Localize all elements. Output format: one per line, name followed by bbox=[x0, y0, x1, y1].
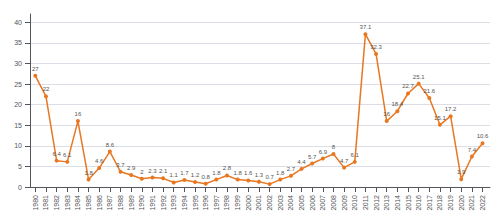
svg-text:4.4: 4.4 bbox=[297, 159, 306, 165]
svg-text:2: 2 bbox=[140, 169, 144, 175]
svg-text:1.1: 1.1 bbox=[170, 172, 179, 178]
svg-text:1.3: 1.3 bbox=[255, 172, 264, 178]
svg-text:2010: 2010 bbox=[351, 195, 358, 211]
svg-text:4.6: 4.6 bbox=[95, 158, 104, 164]
svg-text:8: 8 bbox=[332, 144, 336, 150]
svg-text:6.9: 6.9 bbox=[319, 149, 328, 155]
svg-text:2017: 2017 bbox=[426, 195, 433, 211]
svg-text:2022: 2022 bbox=[479, 195, 486, 211]
svg-text:2012: 2012 bbox=[373, 195, 380, 211]
svg-text:6.4: 6.4 bbox=[52, 151, 61, 157]
svg-text:1.8: 1.8 bbox=[276, 170, 285, 176]
svg-text:2015: 2015 bbox=[405, 195, 412, 211]
svg-text:1.7: 1.7 bbox=[180, 170, 189, 176]
svg-text:1982: 1982 bbox=[53, 195, 60, 211]
svg-text:15.1: 15.1 bbox=[434, 115, 446, 121]
svg-text:1999: 1999 bbox=[234, 195, 241, 211]
svg-text:2016: 2016 bbox=[415, 195, 422, 211]
svg-text:2.3: 2.3 bbox=[148, 168, 157, 174]
svg-text:2011: 2011 bbox=[362, 195, 369, 210]
svg-text:1980: 1980 bbox=[32, 195, 39, 211]
svg-text:5: 5 bbox=[18, 163, 22, 170]
svg-text:6.1: 6.1 bbox=[63, 152, 72, 158]
svg-text:0: 0 bbox=[18, 184, 22, 191]
svg-text:2.1: 2.1 bbox=[159, 168, 168, 174]
svg-text:1989: 1989 bbox=[128, 195, 135, 211]
svg-text:27: 27 bbox=[32, 66, 39, 72]
svg-text:1994: 1994 bbox=[181, 195, 188, 211]
svg-text:1988: 1988 bbox=[117, 195, 124, 211]
svg-text:1984: 1984 bbox=[74, 195, 81, 211]
svg-text:1.8: 1.8 bbox=[84, 170, 93, 176]
svg-text:2014: 2014 bbox=[394, 195, 401, 211]
svg-text:1993: 1993 bbox=[170, 195, 177, 211]
svg-text:2.7: 2.7 bbox=[287, 166, 296, 172]
svg-text:25: 25 bbox=[14, 81, 22, 88]
svg-text:1991: 1991 bbox=[149, 195, 156, 211]
svg-text:1995: 1995 bbox=[192, 195, 199, 211]
svg-text:17.2: 17.2 bbox=[445, 106, 457, 112]
svg-text:2004: 2004 bbox=[287, 195, 294, 211]
svg-text:2005: 2005 bbox=[298, 195, 305, 211]
svg-text:2000: 2000 bbox=[245, 195, 252, 211]
svg-text:2001: 2001 bbox=[255, 195, 262, 211]
svg-text:3.7: 3.7 bbox=[116, 162, 125, 168]
svg-text:8.6: 8.6 bbox=[106, 142, 115, 148]
svg-text:25.1: 25.1 bbox=[413, 74, 425, 80]
svg-text:16: 16 bbox=[75, 111, 82, 117]
svg-text:20: 20 bbox=[14, 101, 22, 108]
svg-text:1990: 1990 bbox=[138, 195, 145, 211]
svg-text:40: 40 bbox=[14, 19, 22, 26]
svg-text:2006: 2006 bbox=[309, 195, 316, 211]
svg-text:35: 35 bbox=[14, 39, 22, 46]
svg-text:4.7: 4.7 bbox=[340, 158, 349, 164]
svg-text:5.7: 5.7 bbox=[308, 154, 317, 160]
svg-text:37.1: 37.1 bbox=[360, 24, 372, 30]
svg-text:21.6: 21.6 bbox=[423, 88, 435, 94]
svg-text:2.9: 2.9 bbox=[127, 165, 136, 171]
svg-text:2008: 2008 bbox=[330, 195, 337, 211]
svg-text:22.7: 22.7 bbox=[402, 83, 414, 89]
svg-text:0.7: 0.7 bbox=[265, 174, 274, 180]
svg-text:1992: 1992 bbox=[160, 195, 167, 211]
svg-text:1981: 1981 bbox=[42, 195, 49, 211]
svg-text:1996: 1996 bbox=[202, 195, 209, 211]
svg-text:2018: 2018 bbox=[436, 195, 443, 211]
svg-text:2003: 2003 bbox=[277, 195, 284, 211]
svg-text:1986: 1986 bbox=[96, 195, 103, 211]
svg-text:16: 16 bbox=[383, 111, 390, 117]
svg-text:2009: 2009 bbox=[341, 195, 348, 211]
svg-text:2002: 2002 bbox=[266, 195, 273, 211]
svg-text:15: 15 bbox=[14, 122, 22, 129]
svg-text:7.4: 7.4 bbox=[468, 147, 477, 153]
svg-text:10: 10 bbox=[14, 142, 22, 149]
svg-text:1985: 1985 bbox=[85, 195, 92, 211]
svg-text:18.4: 18.4 bbox=[392, 101, 404, 107]
svg-text:0.8: 0.8 bbox=[202, 174, 211, 180]
svg-text:22: 22 bbox=[43, 86, 50, 92]
svg-text:2.8: 2.8 bbox=[223, 165, 232, 171]
svg-text:1.6: 1.6 bbox=[244, 170, 253, 176]
svg-text:32.3: 32.3 bbox=[370, 44, 382, 50]
svg-text:1998: 1998 bbox=[223, 195, 230, 211]
svg-text:2013: 2013 bbox=[383, 195, 390, 211]
svg-text:2020: 2020 bbox=[458, 195, 465, 211]
svg-text:1.2: 1.2 bbox=[191, 172, 200, 178]
svg-text:1997: 1997 bbox=[213, 195, 220, 211]
svg-text:1.8: 1.8 bbox=[233, 170, 242, 176]
svg-text:1.8: 1.8 bbox=[212, 170, 221, 176]
svg-text:1987: 1987 bbox=[106, 195, 113, 211]
svg-text:10.6: 10.6 bbox=[477, 133, 489, 139]
svg-text:6.1: 6.1 bbox=[351, 152, 360, 158]
svg-text:1.9: 1.9 bbox=[457, 169, 466, 175]
svg-text:30: 30 bbox=[14, 60, 22, 67]
svg-text:2019: 2019 bbox=[447, 195, 454, 211]
svg-text:2021: 2021 bbox=[468, 195, 475, 211]
svg-text:2007: 2007 bbox=[319, 195, 326, 211]
svg-text:1983: 1983 bbox=[64, 195, 71, 211]
